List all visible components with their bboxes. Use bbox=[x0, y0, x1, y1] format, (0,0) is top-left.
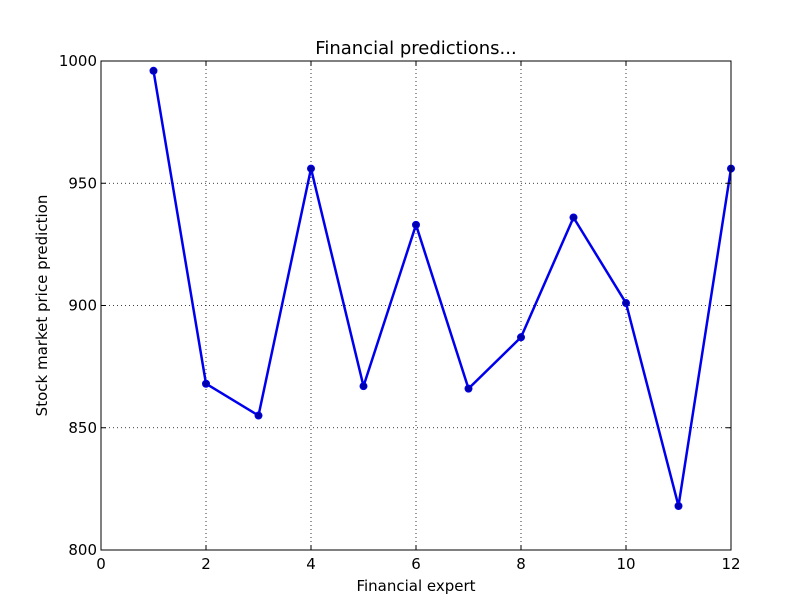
x-tick-label: 12 bbox=[721, 555, 740, 573]
chart-title: Financial predictions... bbox=[315, 38, 516, 59]
data-point bbox=[569, 213, 578, 222]
ticks bbox=[100, 60, 732, 551]
y-axis-label: Stock market price prediction bbox=[33, 195, 51, 417]
data-point bbox=[149, 66, 158, 75]
data-point bbox=[254, 411, 263, 420]
y-tick-label: 900 bbox=[68, 297, 97, 315]
x-axis-label: Financial expert bbox=[356, 577, 475, 595]
x-tick-label: 6 bbox=[411, 555, 421, 573]
data-point bbox=[307, 164, 315, 173]
data-point bbox=[412, 220, 420, 229]
x-tick-label: 2 bbox=[201, 555, 211, 573]
data-point bbox=[359, 382, 368, 391]
tick-labels: 0 2 4 6 8 10 12 800 850 900 950 1000 bbox=[59, 52, 741, 573]
x-tick-label: 8 bbox=[516, 555, 526, 573]
x-tick-label: 0 bbox=[96, 555, 106, 573]
y-tick-label: 950 bbox=[68, 174, 97, 192]
data-point bbox=[202, 379, 210, 388]
data-point bbox=[622, 299, 630, 308]
data-point bbox=[517, 333, 525, 342]
y-tick-label: 800 bbox=[68, 541, 97, 559]
y-tick-label: 1000 bbox=[59, 52, 97, 70]
y-tick-label: 850 bbox=[68, 419, 97, 437]
x-tick-label: 4 bbox=[306, 555, 316, 573]
grid bbox=[101, 61, 731, 550]
data-point bbox=[674, 501, 683, 510]
series-line bbox=[152, 70, 733, 508]
x-tick-label: 10 bbox=[616, 555, 635, 573]
data-point bbox=[464, 384, 473, 393]
